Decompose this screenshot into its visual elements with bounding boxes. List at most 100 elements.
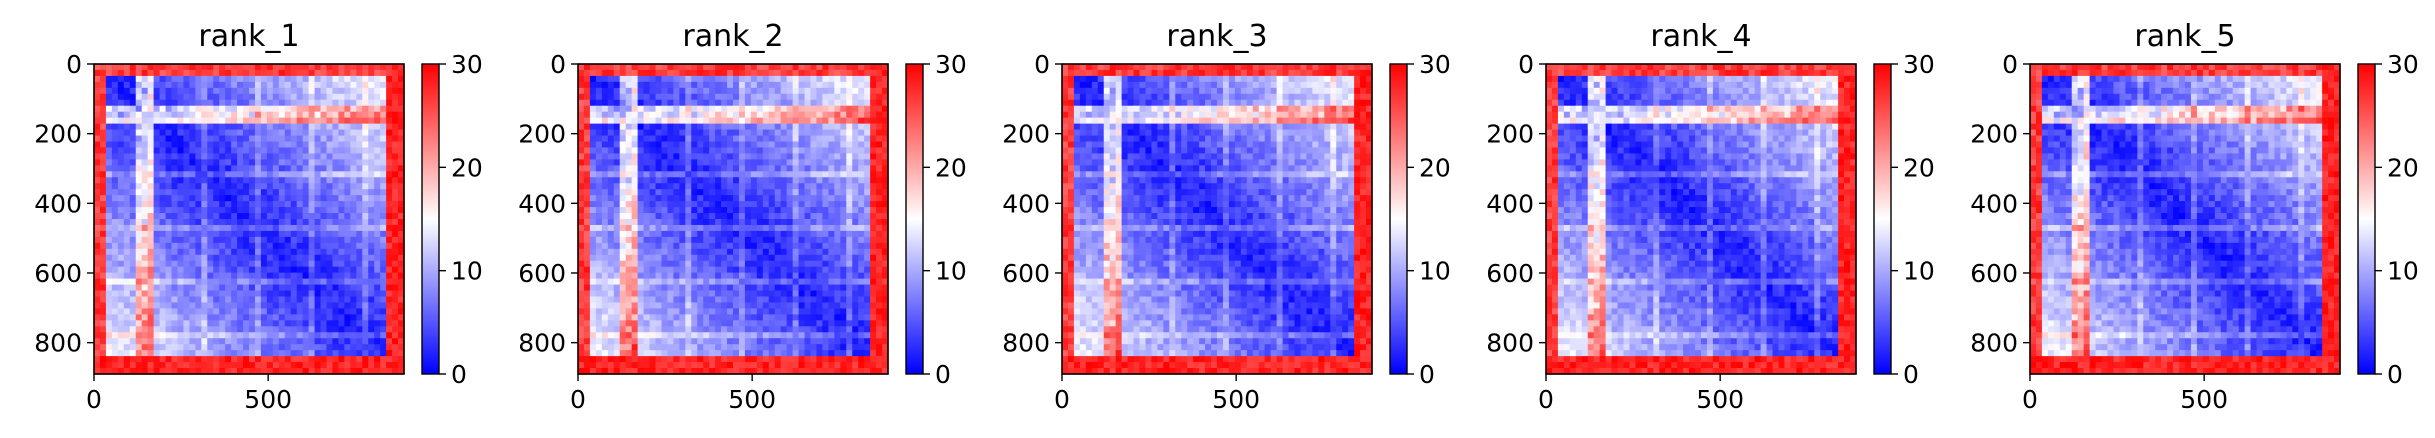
heatmap-cell xyxy=(870,242,877,250)
heatmap-cell xyxy=(344,320,351,327)
heatmap-cell xyxy=(727,248,734,256)
heatmap-cell xyxy=(99,81,107,89)
heatmap-cell xyxy=(159,350,167,357)
heatmap-cell xyxy=(284,224,292,232)
heatmap-cell xyxy=(876,69,883,77)
heatmap-cell xyxy=(129,93,137,101)
heatmap-cell xyxy=(225,278,232,286)
heatmap-cell xyxy=(237,219,244,226)
heatmap-cell xyxy=(810,302,818,310)
heatmap-cell xyxy=(237,332,244,339)
heatmap-cell xyxy=(649,135,657,143)
heatmap-cell xyxy=(254,219,262,226)
heatmap-cell xyxy=(290,165,298,172)
heatmap-cell xyxy=(834,75,841,83)
heatmap-cell xyxy=(272,147,280,155)
heatmap-cell xyxy=(207,123,214,131)
heatmap-cell xyxy=(302,165,310,172)
heatmap-cell xyxy=(643,111,651,119)
heatmap-cell xyxy=(846,111,853,119)
heatmap-cell xyxy=(147,284,155,292)
heatmap-cell xyxy=(225,219,232,226)
heatmap-cell xyxy=(655,272,663,280)
heatmap-cell xyxy=(840,159,847,166)
heatmap-cell xyxy=(165,213,173,220)
heatmap-cell xyxy=(774,296,782,304)
heatmap-cell xyxy=(302,350,310,357)
heatmap-cell xyxy=(852,117,859,125)
heatmap-cell xyxy=(870,230,877,238)
heatmap-cell xyxy=(398,213,405,220)
heatmap-cell xyxy=(254,177,262,184)
heatmap-cell xyxy=(774,99,782,107)
heatmap-cell xyxy=(260,320,268,327)
heatmap-cell xyxy=(768,93,776,101)
heatmap-cell xyxy=(368,69,375,77)
heatmap-cell xyxy=(816,147,824,155)
heatmap-cell xyxy=(637,99,645,107)
heatmap-cell xyxy=(768,105,776,113)
heatmap-cell xyxy=(111,87,119,95)
heatmap-cell xyxy=(302,254,310,262)
heatmap-cell xyxy=(589,248,597,256)
heatmap-cell xyxy=(266,93,274,101)
heatmap-cell xyxy=(225,183,232,190)
heatmap-cell xyxy=(852,135,859,143)
heatmap-cell xyxy=(673,153,680,160)
heatmap-cell xyxy=(225,171,232,178)
heatmap-cell xyxy=(99,308,107,315)
heatmap-cell xyxy=(667,314,674,321)
heatmap-cell xyxy=(243,272,250,280)
heatmap-cell xyxy=(207,117,214,125)
heatmap-cell xyxy=(816,302,824,310)
heatmap-cell xyxy=(786,141,794,149)
heatmap-cell xyxy=(129,135,137,143)
heatmap-cell xyxy=(738,177,746,184)
heatmap-cell xyxy=(619,213,627,220)
heatmap-cell xyxy=(631,117,639,125)
heatmap-cell xyxy=(147,81,155,89)
heatmap-cell xyxy=(260,350,268,357)
heatmap-cell xyxy=(356,266,363,274)
heatmap-cell xyxy=(266,213,274,220)
heatmap-cell xyxy=(189,159,196,166)
heatmap-cell xyxy=(338,87,345,95)
heatmap-cell xyxy=(840,117,847,125)
heatmap-cell xyxy=(756,99,764,107)
heatmap-cell xyxy=(290,302,298,310)
heatmap-cell xyxy=(249,207,256,214)
heatmap-cell xyxy=(254,213,262,220)
heatmap-cell xyxy=(804,165,812,172)
heatmap-cell xyxy=(254,93,262,101)
heatmap-cell xyxy=(398,290,405,298)
heatmap-cell xyxy=(738,242,746,250)
heatmap-cell xyxy=(661,159,669,166)
heatmap-cell xyxy=(320,195,328,202)
heatmap-cell xyxy=(326,350,334,357)
heatmap-cell xyxy=(780,147,788,155)
heatmap-cell xyxy=(583,195,591,202)
heatmap-cell xyxy=(314,219,322,226)
heatmap-cell xyxy=(828,159,835,166)
heatmap-cell xyxy=(266,302,274,310)
heatmap-cell xyxy=(189,338,196,345)
heatmap-cell xyxy=(117,338,125,345)
heatmap-cell xyxy=(392,87,399,95)
heatmap-cell xyxy=(578,284,585,292)
heatmap-cell xyxy=(613,87,621,95)
heatmap-cell xyxy=(762,141,770,149)
heatmap-cell xyxy=(243,368,250,375)
heatmap-cell xyxy=(578,320,585,327)
heatmap-cell xyxy=(153,207,161,214)
heatmap-cell xyxy=(697,93,704,101)
heatmap-cell xyxy=(171,129,179,137)
heatmap-cell xyxy=(607,93,615,101)
heatmap-cell xyxy=(715,171,722,178)
heatmap-cell xyxy=(368,195,375,202)
heatmap-cell xyxy=(99,290,107,298)
heatmap-cell xyxy=(697,75,704,83)
heatmap-cell xyxy=(362,177,369,184)
heatmap-cell xyxy=(260,213,268,220)
heatmap-cell xyxy=(254,129,262,137)
heatmap-cell xyxy=(697,320,704,327)
